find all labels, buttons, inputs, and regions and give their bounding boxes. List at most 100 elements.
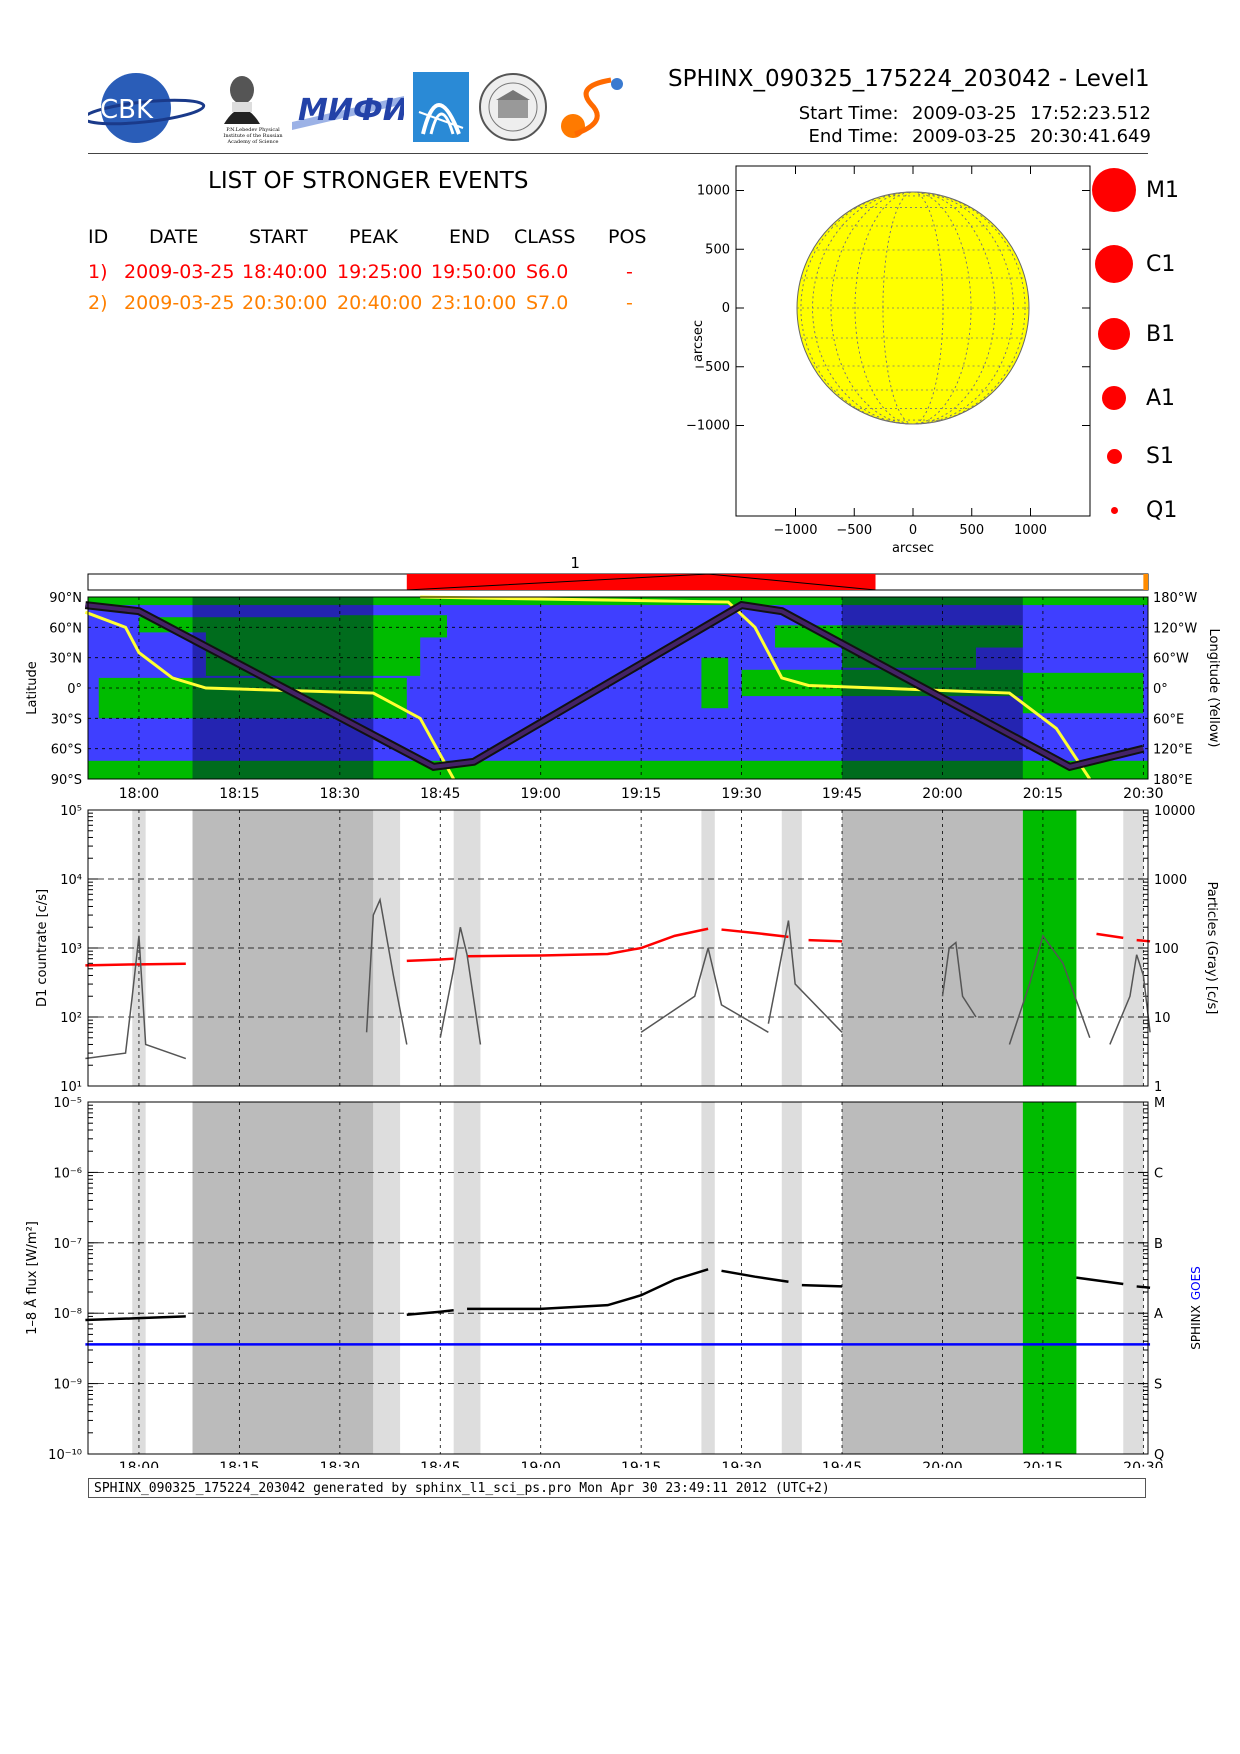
data-series-line <box>365 897 408 1045</box>
time-tick-label: 19:30 <box>721 786 761 802</box>
time-tick-label: 18:00 <box>119 786 159 802</box>
flux-panel: 10⁻¹⁰ 10⁻⁹ 10⁻⁸ 10⁻⁷ 10⁻⁶ 10⁻⁵ Q S A B C M 1–8 Å f… <box>24 1096 1203 1463</box>
sun-ytick-label: −1000 <box>686 419 730 434</box>
end-time-label: End Time: <box>808 126 899 147</box>
orbit-lon-tick: 120°E <box>1153 743 1193 758</box>
time-tick-label: 18:15 <box>219 786 259 802</box>
sun-disk-panel: −1000 −500 0 500 1000 1000 500 0 −500 −1000 arcse… <box>686 165 1091 556</box>
orbit-lon-tick: 60°W <box>1153 652 1189 667</box>
orbit-lat-tick: 60°S <box>51 743 82 758</box>
right-tick-label: B <box>1154 1237 1163 1252</box>
events-col-date: DATE <box>149 226 199 248</box>
event-row: 2) 2009-03-25 20:30:00 20:40:00 23:10:00… <box>88 292 633 314</box>
sun-ylabel: arcsec <box>691 320 706 362</box>
ytick-label: 10⁴ <box>60 873 82 888</box>
legend-dot <box>1095 245 1133 283</box>
cbk-logo-text: CBK <box>100 95 154 125</box>
right-tick-label: 1 <box>1154 1080 1162 1095</box>
sun-xtick-label: −500 <box>836 523 872 538</box>
counts-grid <box>88 810 1148 1087</box>
sun-ytick-label: 1000 <box>697 184 730 199</box>
orbit-lon-tick: 120°W <box>1153 621 1197 636</box>
time-tick-label: 19:00 <box>521 786 561 802</box>
data-series-line <box>406 1309 454 1317</box>
land-mass <box>98 677 407 719</box>
ytick-label: 10⁻⁹ <box>53 1378 82 1393</box>
time-tick-label: 20:30 <box>1123 786 1163 802</box>
end-date: 2009-03-25 <box>911 126 1017 147</box>
ytick-label: 10⁻⁷ <box>53 1237 82 1252</box>
shaded-band <box>781 1102 802 1454</box>
data-series-line <box>406 957 454 963</box>
land-mass <box>842 632 976 668</box>
counts-yticks-left: 10¹ 10² 10³ 10⁴ 10⁵ <box>60 804 82 1095</box>
time-tick-label: 20:00 <box>922 1460 962 1468</box>
orbit-lon-tick: 60°E <box>1153 712 1184 727</box>
orbit-lat-tick: 60°N <box>49 621 82 636</box>
event-bar-red <box>406 574 876 590</box>
ytick-label: 10⁻¹⁰ <box>48 1448 82 1463</box>
time-axis-lower: 18:00 18:15 18:30 18:45 19:00 19:15 19:30 19:45… <box>119 1460 1164 1468</box>
legend-dot <box>1110 506 1118 514</box>
ytick-label: 10⁵ <box>60 804 82 819</box>
lebedev-logo <box>212 72 282 144</box>
data-series-line <box>1076 1276 1124 1286</box>
right-tick-label: 100 <box>1154 942 1179 957</box>
start-date: 2009-03-25 <box>911 103 1017 124</box>
legend-dot <box>1092 168 1136 212</box>
sphinx-logo <box>555 72 627 142</box>
shaded-band <box>842 1102 1023 1454</box>
right-tick-label: S <box>1154 1378 1162 1393</box>
data-series-line <box>85 935 187 1060</box>
legend-item-q1: Q1 <box>1090 486 1177 534</box>
start-time-label: Start Time: <box>798 103 899 124</box>
counts-yticks-right: 1 10 100 1000 10000 <box>1154 804 1195 1095</box>
time-tick-label: 20:30 <box>1123 1460 1163 1468</box>
data-series-line <box>640 947 769 1033</box>
orbit-lon-tick: 0° <box>1153 682 1168 697</box>
time-tick-label: 18:00 <box>119 1460 159 1468</box>
end-time-line: End Time: 2009-03-25 20:30:41.649 <box>760 126 1150 147</box>
orbit-lat-ticks: 90°N 60°N 30°N 0° 30°S 60°S 90°S <box>49 591 82 788</box>
cbk-logo: CBK PAN <box>82 72 206 144</box>
orbit-panel: 90°N 60°N 30°N 0° 30°S 60°S 90°S 180°W 120°W 60°… <box>25 591 1221 788</box>
data-series-line <box>941 941 977 1018</box>
event-row: 1) 2009-03-25 18:40:00 19:25:00 19:50:00… <box>88 261 633 283</box>
time-tick-label: 19:15 <box>621 786 661 802</box>
counts-panel: 10¹ 10² 10³ 10⁴ 10⁵ 1 10 100 1000 10000 D1 count… <box>35 804 1219 1095</box>
time-tick-label: 18:45 <box>420 1460 460 1468</box>
ytick-label: 10² <box>60 1011 82 1026</box>
data-series-line <box>1008 934 1091 1045</box>
data-series-line <box>767 920 843 1033</box>
mifi-logo: МИФИ <box>292 82 408 132</box>
events-col-end: END <box>449 226 490 248</box>
legend-dot <box>1102 386 1126 410</box>
time-tick-label: 19:30 <box>721 1460 761 1468</box>
time-tick-label: 20:00 <box>922 786 962 802</box>
orbit-frame <box>87 596 1149 780</box>
orbit-ylabel-left: Latitude <box>25 661 40 715</box>
counts-ylabel: D1 countrate [c/s] <box>35 889 50 1007</box>
legend-item-a1: A1 <box>1090 374 1175 422</box>
lebedev-caption: P.N.Lebedev Physical Institute of the Ru… <box>223 127 283 145</box>
time-tick-label: 19:00 <box>521 1460 561 1468</box>
time-tick-label: 18:45 <box>420 786 460 802</box>
sun-grid-longitude <box>882 191 944 425</box>
data-series-line <box>808 938 843 943</box>
start-clock: 17:52:23.512 <box>1030 103 1151 124</box>
flux-ylabel-right: SPHINXGOES <box>1189 1266 1203 1350</box>
data-series-line <box>1109 954 1151 1045</box>
sun-xtick-label: 0 <box>909 523 917 538</box>
ytick-label: 10⁻⁸ <box>53 1307 82 1322</box>
sun-disk <box>796 191 1030 425</box>
land-antarctica <box>88 760 1148 779</box>
time-tick-label: 19:15 <box>621 1460 661 1468</box>
page-title: SPHINX_090325_175224_203042 - Level1 <box>668 66 1150 92</box>
sun-xtick-label: 1000 <box>1014 523 1047 538</box>
orbit-lat-tick: 30°S <box>51 712 82 727</box>
ytick-label: 10³ <box>60 942 82 957</box>
time-tick-label: 19:45 <box>822 786 862 802</box>
institute-logo <box>413 72 469 142</box>
data-series-line <box>467 1268 709 1311</box>
legend-item-b1: B1 <box>1090 310 1175 358</box>
